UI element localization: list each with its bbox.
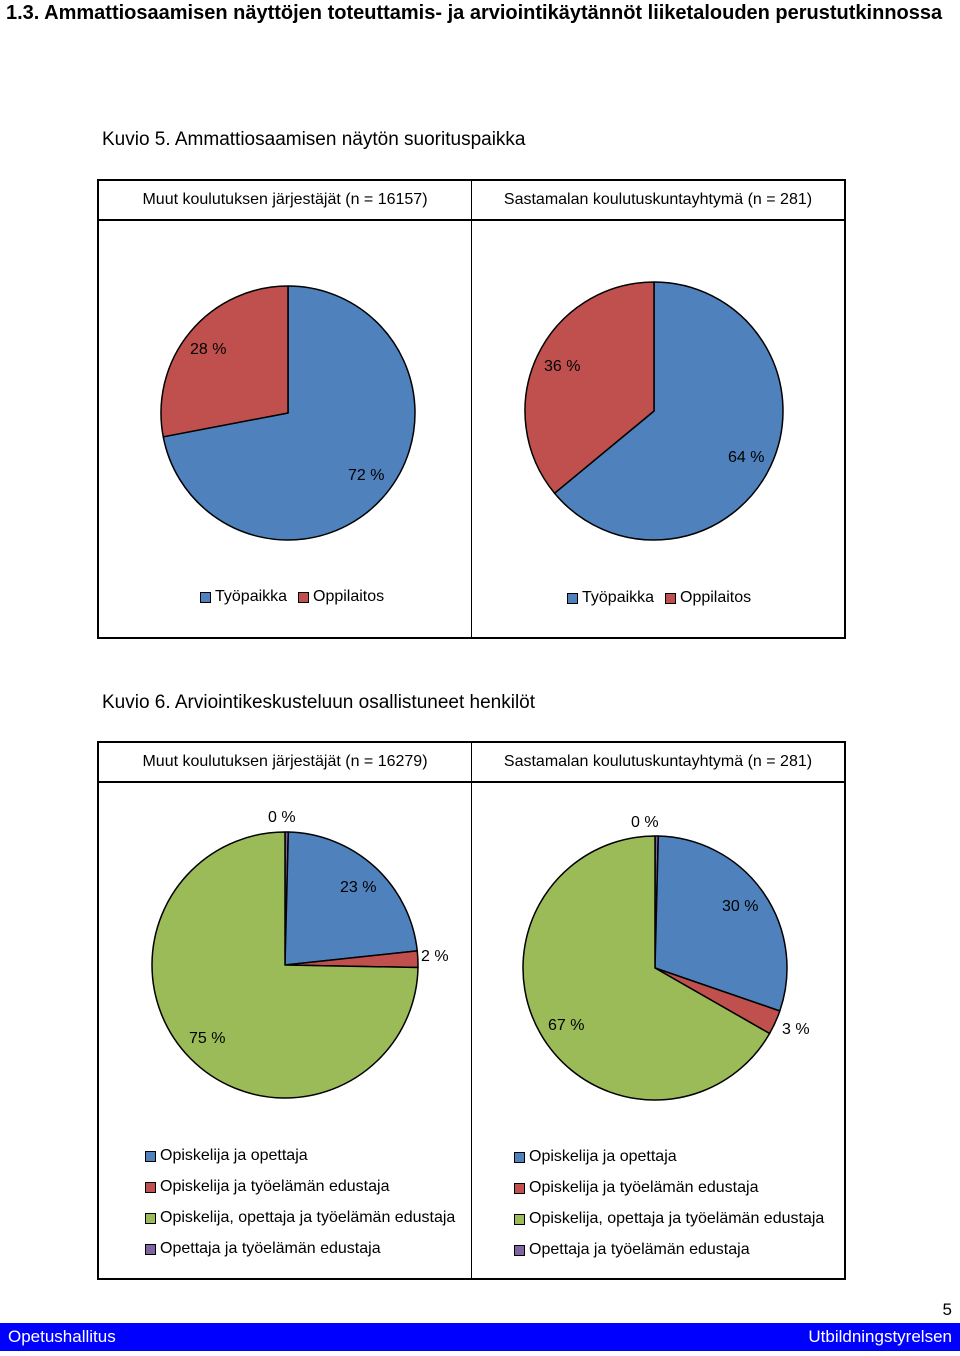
chart-3-label-opettaja-tyoelama: 0 %: [268, 809, 296, 826]
pie-slice-1: [284, 831, 418, 966]
chart-3-label-opiskelija-opettaja: 23 %: [340, 879, 377, 896]
chart-3-legend-opiskelija-tyoelama: Opiskelija ja työelämän edustaja: [145, 1178, 389, 1196]
figure-5-divider: [471, 180, 472, 638]
legend-swatch: [200, 591, 211, 603]
footer-bar: [0, 1323, 960, 1351]
chart-3-label-kaikki: 75 %: [189, 1030, 226, 1047]
legend-swatch: [514, 1182, 525, 1194]
chart-4-label-kaikki: 67 %: [548, 1017, 585, 1034]
legend-swatch: [145, 1243, 156, 1255]
pie-slice-1: [162, 285, 416, 541]
chart-2-pie: [524, 281, 784, 541]
pie-slice-1: [654, 835, 788, 1012]
pie-slice-1: [553, 281, 784, 541]
legend-swatch: [145, 1181, 156, 1193]
figure-5-title: Kuvio 5. Ammattiosaamisen näytön suoritu…: [102, 129, 526, 150]
figure-5-pies: [160, 281, 784, 541]
legend-swatch: [514, 1213, 525, 1225]
chart-3-legend-opettaja-tyoelama: Opettaja ja työelämän edustaja: [145, 1240, 381, 1258]
legend-swatch: [298, 591, 309, 603]
chart-1-label-tyopaikka: 72 %: [348, 467, 385, 484]
chart-2-label-oppilaitos: 36 %: [544, 358, 581, 375]
chart-4-label-opettaja-tyoelama: 0 %: [631, 814, 659, 831]
legend-swatch: [514, 1151, 525, 1163]
legend-swatch: [567, 592, 578, 604]
chart-2-title: Sastamalan koulutuskuntayhtymä (n = 281): [503, 191, 813, 208]
pie-slice-3: [151, 831, 419, 1099]
chart-4-legend-kaikki: Opiskelija, opettaja ja työelämän edusta…: [514, 1210, 824, 1228]
chart-4-legend-opiskelija-tyoelama: Opiskelija ja työelämän edustaja: [514, 1179, 758, 1197]
chart-3-legend-opiskelija-opettaja: Opiskelija ja opettaja: [145, 1147, 308, 1165]
legend-swatch: [145, 1150, 156, 1162]
chart-4-title: Sastamalan koulutuskuntayhtymä (n = 281): [503, 753, 813, 770]
chart-3-label-opiskelija-tyoelama: 2 %: [421, 948, 449, 965]
chart-4-pie: [522, 835, 788, 1101]
chart-3-pie: [151, 831, 419, 1099]
legend-swatch: [514, 1244, 525, 1256]
pie-slice-2: [160, 285, 289, 438]
chart-3-title: Muut koulutuksen järjestäjät (n = 16279): [142, 753, 428, 770]
chart-2-legend-tyopaikka: Työpaikka: [567, 589, 654, 607]
chart-1-legend-oppilaitos: Oppilaitos: [298, 588, 384, 606]
chart-3-legend-kaikki: Opiskelija, opettaja ja työelämän edusta…: [145, 1209, 455, 1227]
chart-4-label-opiskelija-opettaja: 30 %: [722, 898, 759, 915]
legend-swatch: [145, 1212, 156, 1224]
footer-left-text: Opetushallitus: [8, 1327, 116, 1346]
chart-1-title: Muut koulutuksen järjestäjät (n = 16157): [142, 191, 428, 208]
pie-slice-3: [522, 835, 771, 1101]
chart-1-legend-tyopaikka: Työpaikka: [200, 588, 287, 606]
figure-6-title: Kuvio 6. Arviointikeskusteluun osallistu…: [102, 692, 536, 713]
chart-4-legend-opettaja-tyoelama: Opettaja ja työelämän edustaja: [514, 1241, 750, 1259]
chart-2-legend-oppilaitos: Oppilaitos: [665, 589, 751, 607]
figure-6-divider: [471, 742, 472, 1278]
figure-6-pies: [151, 831, 788, 1101]
chart-4-label-opiskelija-tyoelama: 3 %: [782, 1021, 810, 1038]
pie-slice-2: [524, 281, 655, 494]
chart-1-label-oppilaitos: 28 %: [190, 341, 227, 358]
legend-swatch: [665, 592, 676, 604]
section-title: 1.3. Ammattiosaamisen näyttöjen toteutta…: [6, 2, 943, 24]
page-number: 5: [942, 1300, 952, 1319]
chart-1-pie: [160, 285, 416, 541]
footer-right-text: Utbildningstyrelsen: [808, 1327, 952, 1346]
chart-2-label-tyopaikka: 64 %: [728, 449, 765, 466]
chart-4-legend-opiskelija-opettaja: Opiskelija ja opettaja: [514, 1148, 677, 1166]
